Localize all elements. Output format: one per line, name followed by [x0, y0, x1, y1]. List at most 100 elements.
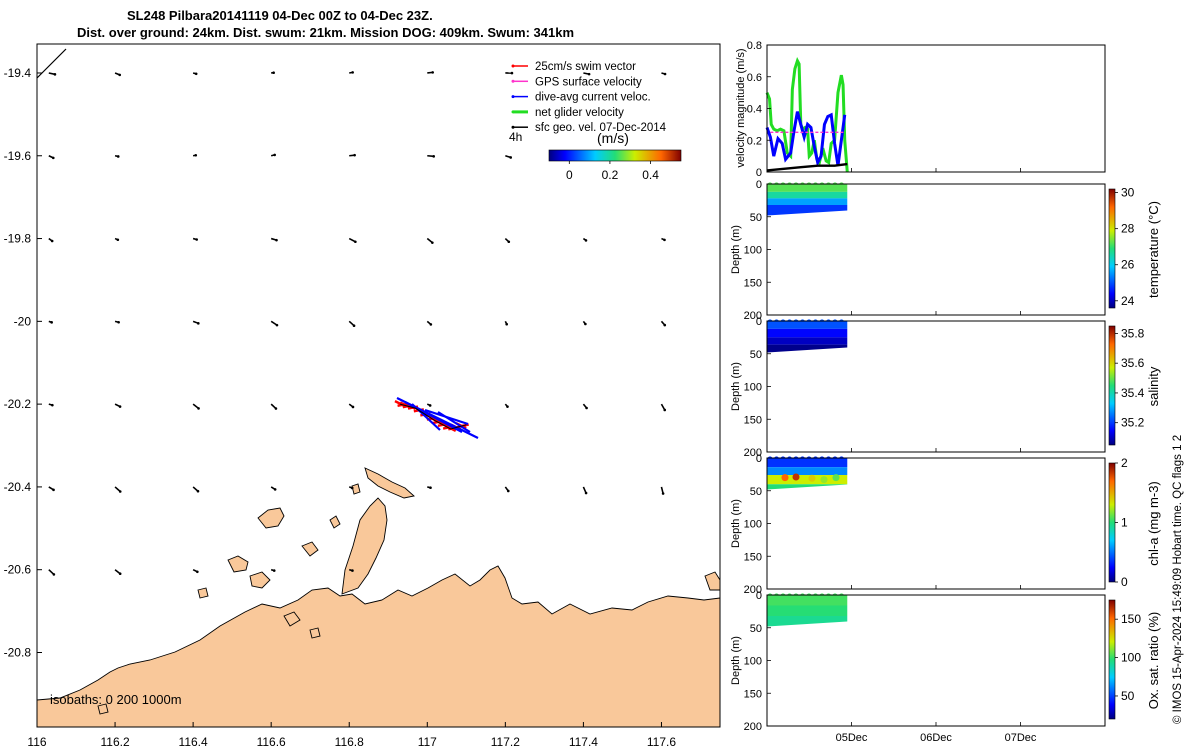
geo-vector-head	[663, 408, 667, 412]
chla-hotspot	[792, 473, 800, 481]
velocity-series-line	[765, 111, 847, 167]
geo-vector-head	[661, 492, 665, 495]
map-y-tick-label: -20.2	[4, 397, 32, 411]
map-y-tick-label: -19.6	[4, 149, 32, 163]
section-sample-dot	[838, 182, 845, 188]
geo-vector-head	[194, 153, 198, 157]
section-sample-dot	[780, 319, 786, 325]
geo-vector-head	[506, 405, 509, 408]
island-12	[97, 703, 109, 715]
map-x-tick-label: 117	[418, 735, 437, 749]
legend-label: dive-avg current veloc.	[535, 92, 651, 104]
section-ylabel: Depth (m)	[730, 499, 742, 548]
section-colorbar-tick-label: 30	[1121, 186, 1135, 200]
section-sample-dot	[799, 456, 806, 462]
geo-vector-head	[432, 155, 436, 158]
section-y-tick-label: 0	[756, 316, 762, 328]
geo-vector-head	[117, 320, 120, 324]
geo-vector-head	[196, 489, 200, 493]
legend-swatch-head	[511, 125, 515, 129]
current-vector	[411, 403, 441, 431]
section-y-tick-label: 200	[744, 721, 762, 733]
section-colorbar-tick-label: 50	[1121, 689, 1135, 703]
geo-vector-head	[510, 71, 514, 75]
section-sample-dot	[819, 456, 825, 462]
geo-vector-head	[663, 238, 666, 242]
section-sample-dot	[825, 319, 832, 325]
section-sample-dot	[767, 456, 773, 462]
geo-vector-head	[118, 73, 122, 77]
geo-vector-head	[275, 323, 279, 327]
geo-vector-head	[431, 241, 434, 244]
section-y-tick-label: 0	[756, 590, 762, 602]
section-ylabel: Depth (m)	[730, 362, 742, 411]
section-layer	[767, 467, 848, 476]
geo-vector-head	[275, 238, 278, 242]
section-y-tick-label: 200	[744, 584, 762, 596]
section-colorbar-tick-label: 28	[1121, 222, 1135, 236]
geo-vector-head	[197, 407, 200, 410]
geo-vector-head	[53, 73, 57, 76]
chart-title-line-2: Dist. over ground: 24km. Dist. swum: 21k…	[77, 25, 575, 40]
section-colorbar-tick-label: 0	[1121, 575, 1128, 589]
velocity-y-tick-label: 0	[756, 167, 762, 179]
time-tick-label: 06Dec	[920, 732, 952, 744]
geo-vector-head	[585, 406, 588, 410]
section-sample-dot	[812, 319, 819, 325]
map-y-tick-label: -19.4	[4, 66, 32, 80]
velocity-panel: 0 0.2 0.4 0.6 0.8 velocity magnitude (m/s)	[735, 40, 1106, 179]
section-sample-dot	[793, 593, 799, 599]
section-colorbar-label: chl-a (mg m-3)	[1146, 481, 1161, 566]
section-colorbar-tick-label: 26	[1121, 258, 1135, 272]
geo-vector-head	[506, 489, 510, 493]
velocity-y-tick-label: 0.2	[747, 135, 762, 147]
section-sample-dot	[819, 319, 825, 325]
speed-colorbar	[548, 149, 682, 162]
section-y-tick-label: 100	[744, 519, 762, 531]
map-y-tick-label: -20.6	[4, 563, 32, 577]
time-tick-label: 05Dec	[836, 732, 868, 744]
island-3	[227, 555, 249, 573]
section-panel: 0 50 100 150 200 Depth (m) 50 100 150 Ox. sat. ra…	[730, 590, 1161, 733]
map-x-tick-label: 117.2	[491, 735, 520, 749]
section-colorbar-label: salinity	[1146, 366, 1161, 406]
geo-vector-head	[429, 323, 433, 326]
island-4	[249, 571, 271, 589]
section-layer	[767, 328, 848, 338]
section-sample-dot	[812, 456, 819, 462]
side-note-wrapper: © IMOS 15-Apr-2024 15:49:09 Hobart time.…	[1172, 435, 1184, 725]
section-sample-dot	[812, 593, 819, 599]
geo-vector-head	[273, 153, 276, 157]
velocity-ylabel: velocity magnitude (m/s)	[735, 48, 747, 167]
isobaths-label: isobaths: 0 200 1000m	[50, 692, 182, 707]
map-x-tick-label: 116.6	[257, 735, 286, 749]
island-8	[704, 571, 720, 591]
island-1	[364, 467, 415, 499]
section-colorbar-tick-label: 24	[1121, 294, 1135, 308]
map-x-tick-label: 116.8	[335, 735, 364, 749]
chart-title-line-1: SL248 Pilbara20141119 04-Dec 00Z to 04-D…	[127, 8, 433, 23]
section-sample-dot	[825, 593, 832, 599]
current-vector	[437, 411, 471, 433]
legend-interval-label: 4h	[509, 130, 522, 144]
chla-hotspot	[781, 474, 789, 482]
island-9	[351, 483, 361, 495]
geo-vector-head	[116, 155, 120, 158]
geo-vector-head	[51, 156, 55, 160]
geo-vector-head	[274, 407, 278, 410]
section-sample-dot	[773, 319, 780, 325]
geo-vector-head	[505, 322, 508, 326]
geo-vector-head	[350, 486, 354, 490]
section-sample-dot	[806, 593, 812, 599]
map-x-tick-label: 116.4	[179, 735, 208, 749]
geo-vector-head	[51, 403, 54, 407]
section-sample-dot	[780, 593, 786, 599]
section-sample-dot	[832, 182, 838, 188]
geo-vector-head	[587, 72, 591, 76]
section-sample-dot	[832, 593, 838, 599]
section-layer	[767, 204, 848, 216]
section-sample-dot	[793, 182, 799, 188]
map-y-tick-label: -19.8	[4, 232, 32, 246]
section-y-tick-label: 150	[744, 414, 762, 426]
geo-vector-head	[116, 238, 120, 242]
